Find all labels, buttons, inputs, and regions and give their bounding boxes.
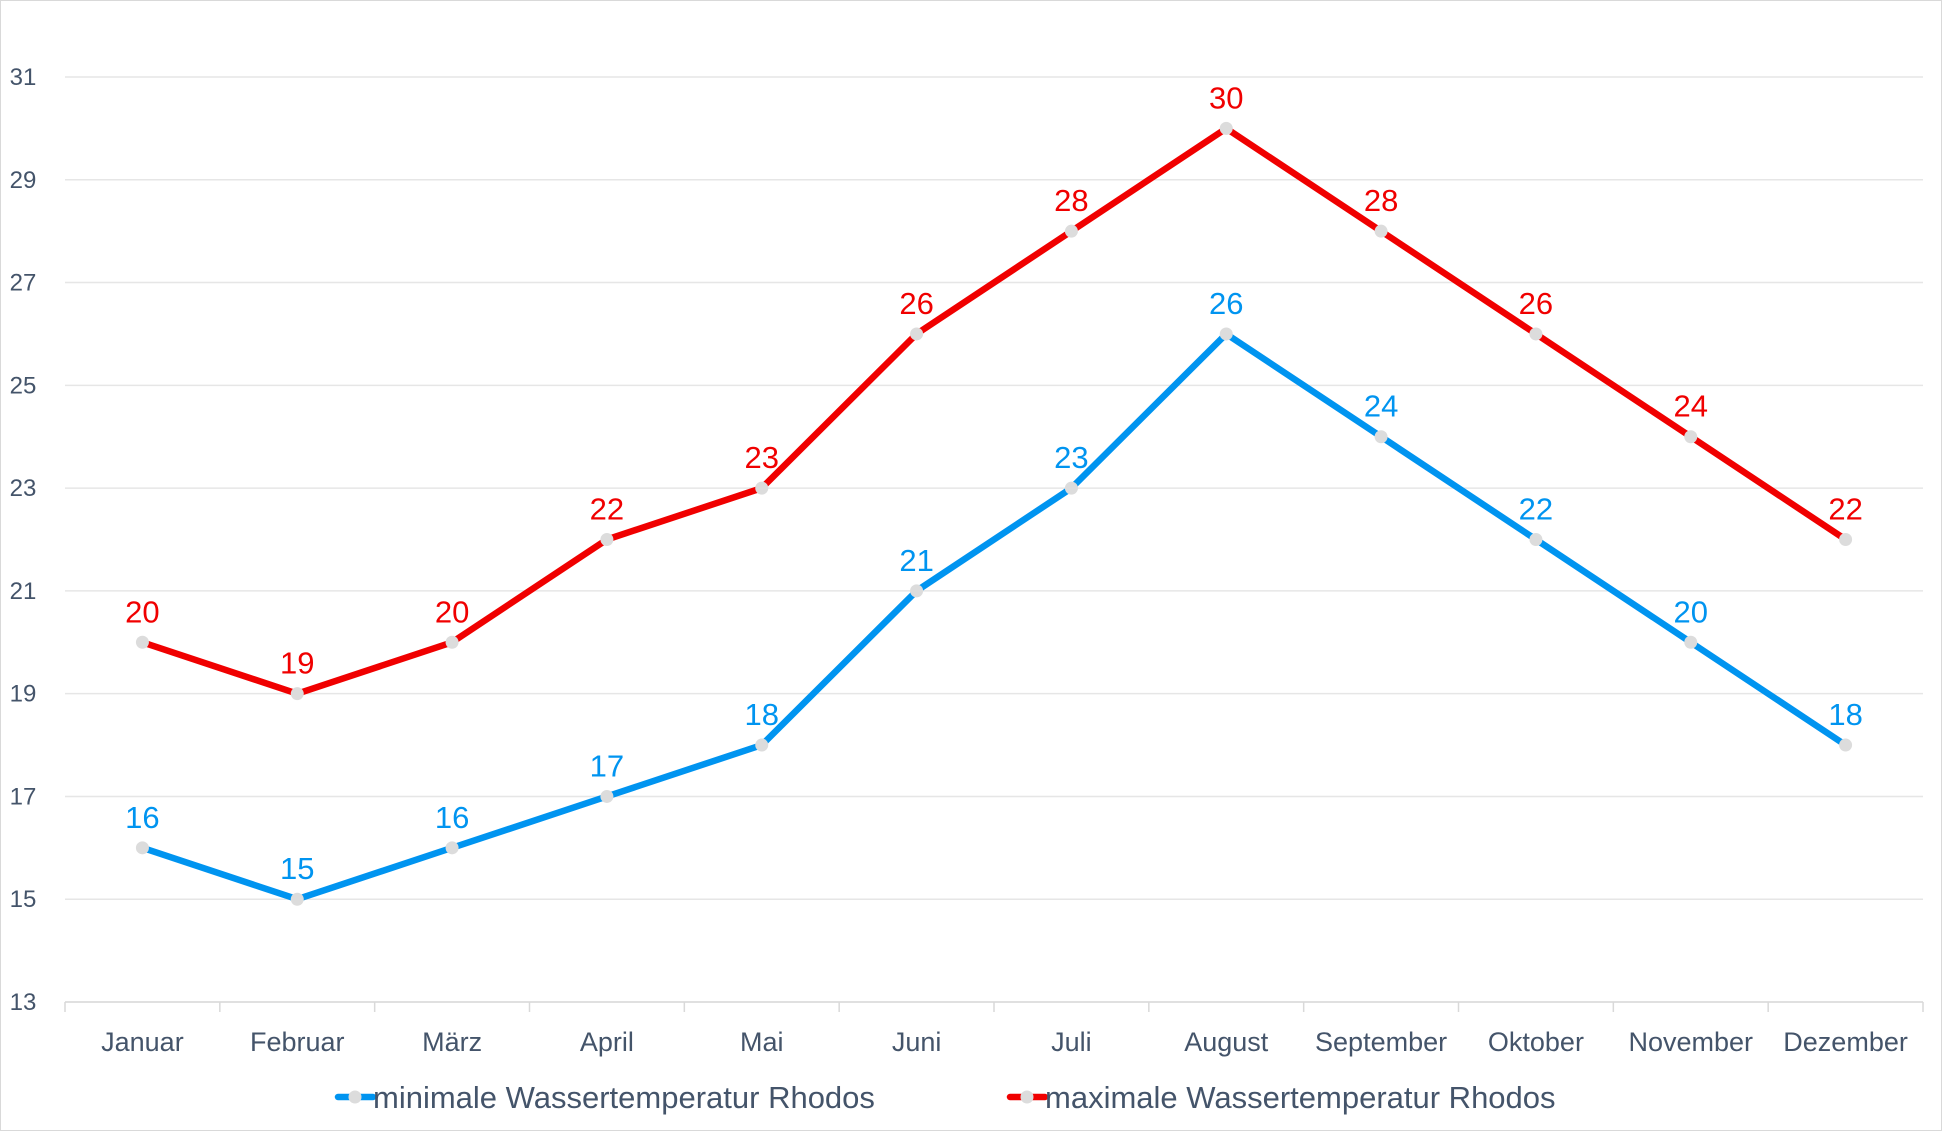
data-label: 20 <box>125 594 159 629</box>
legend-label: maximale Wassertemperatur Rhodos <box>1045 1080 1556 1115</box>
series-line-0 <box>139 330 1849 903</box>
data-label: 26 <box>1519 286 1553 321</box>
data-point <box>1529 327 1543 341</box>
data-label: 22 <box>590 492 624 527</box>
data-label: 26 <box>899 286 933 321</box>
series-line-1 <box>139 125 1849 697</box>
x-tick-label: März <box>422 1027 482 1057</box>
series-lines <box>135 121 1853 906</box>
data-point <box>290 892 304 906</box>
legend-swatch-marker <box>348 1090 362 1104</box>
x-tick-label: Oktober <box>1488 1027 1584 1057</box>
data-point <box>1219 327 1233 341</box>
legend-label: minimale Wassertemperatur Rhodos <box>373 1080 875 1115</box>
data-point <box>755 481 769 495</box>
data-label: 24 <box>1364 389 1398 424</box>
x-tick-label: August <box>1184 1027 1269 1057</box>
data-point <box>135 635 149 649</box>
x-tick-label: Mai <box>740 1027 784 1057</box>
data-label: 24 <box>1674 389 1708 424</box>
data-point <box>1064 481 1078 495</box>
data-point <box>1374 430 1388 444</box>
data-label: 20 <box>1674 594 1708 629</box>
gridlines <box>65 76 1923 1003</box>
y-tick-label: 19 <box>10 681 37 708</box>
x-tick-label: Februar <box>250 1027 345 1057</box>
data-point <box>1374 224 1388 238</box>
data-label: 22 <box>1828 492 1862 527</box>
data-label: 26 <box>1209 286 1243 321</box>
data-label: 18 <box>745 697 779 732</box>
data-point <box>600 789 614 803</box>
x-tick-label: Juni <box>892 1027 942 1057</box>
data-point <box>600 533 614 546</box>
y-tick-label: 23 <box>10 475 37 502</box>
data-label: 28 <box>1054 183 1088 218</box>
data-point <box>445 841 459 855</box>
data-point <box>445 635 459 649</box>
data-point <box>1839 533 1853 546</box>
y-tick-label: 17 <box>10 783 37 810</box>
data-label: 21 <box>899 543 933 578</box>
x-tick-label: September <box>1315 1027 1447 1057</box>
data-label: 17 <box>590 748 624 783</box>
data-label: 28 <box>1364 183 1398 218</box>
data-point <box>1684 635 1698 649</box>
x-tick-label: Januar <box>101 1027 184 1057</box>
data-point <box>1064 224 1078 238</box>
data-label: 20 <box>435 594 469 629</box>
data-label: 16 <box>125 800 159 835</box>
y-tick-label: 15 <box>10 886 37 913</box>
y-tick-label: 13 <box>10 989 37 1016</box>
y-tick-label: 25 <box>10 372 37 399</box>
data-label: 19 <box>280 646 314 681</box>
data-point <box>290 687 304 701</box>
y-axis: 13 15 17 19 21 23 25 27 29 31 <box>10 64 37 1016</box>
x-tick-label: Dezember <box>1783 1027 1908 1057</box>
data-label: 22 <box>1519 492 1553 527</box>
x-tick-label: April <box>580 1027 634 1057</box>
data-point <box>1219 121 1233 135</box>
y-tick-label: 21 <box>10 578 37 605</box>
x-tick-label: November <box>1628 1027 1753 1057</box>
data-label: 23 <box>1054 440 1088 475</box>
x-axis: Januar Februar März April Mai Juni Juli August S… <box>64 1001 1924 1057</box>
data-point <box>135 841 149 855</box>
data-point <box>910 327 924 341</box>
data-label: 15 <box>280 851 314 886</box>
data-label: 23 <box>745 440 779 475</box>
data-labels: 16 15 16 17 18 21 23 26 24 22 20 18 20 19 20 22 23 26 28 30… <box>125 80 1863 886</box>
data-label: 16 <box>435 800 469 835</box>
legend: minimale Wassertemperatur Rhodos maximale… <box>334 1080 1556 1115</box>
data-point <box>1684 430 1698 444</box>
data-point <box>1839 738 1853 752</box>
y-tick-label: 27 <box>10 270 37 297</box>
x-tick-label: Juli <box>1051 1027 1092 1057</box>
data-label: 30 <box>1209 80 1243 115</box>
data-point <box>1529 533 1543 546</box>
data-point <box>755 738 769 752</box>
y-tick-label: 29 <box>10 167 37 194</box>
legend-swatch-marker <box>1020 1090 1034 1104</box>
data-point <box>910 584 924 598</box>
y-tick-label: 31 <box>10 64 37 91</box>
data-label: 18 <box>1828 697 1862 732</box>
